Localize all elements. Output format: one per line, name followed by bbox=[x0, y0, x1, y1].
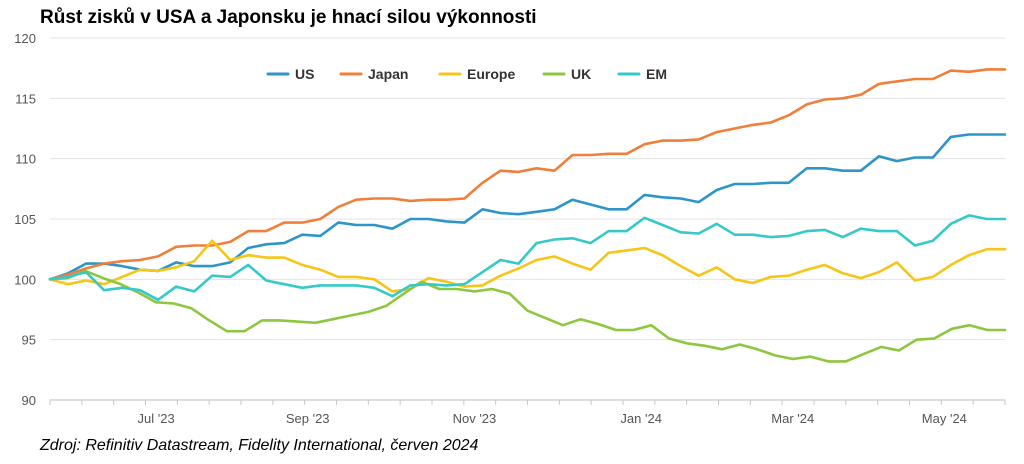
legend-label-em: EM bbox=[646, 66, 667, 82]
series-line-japan bbox=[48, 68, 1007, 281]
x-tick-label: Sep '23 bbox=[286, 411, 330, 426]
legend: US Japan Europe UK EM bbox=[266, 66, 667, 82]
y-tick-label: 90 bbox=[22, 393, 36, 408]
x-tick-label: Jan '24 bbox=[620, 411, 662, 426]
series-line-em bbox=[48, 214, 1007, 302]
series-line-uk bbox=[48, 269, 1007, 363]
y-axis-ticks: 90 95 100 105 110 115 120 bbox=[14, 31, 36, 408]
legend-label-japan: Japan bbox=[368, 66, 408, 82]
legend-label-us: US bbox=[295, 66, 314, 82]
line-chart: 90 95 100 105 110 115 120 Jul '23 Sep '23 Nov '2… bbox=[14, 31, 1007, 426]
x-tick-label: Mar '24 bbox=[771, 411, 814, 426]
y-tick-label: 100 bbox=[14, 272, 36, 287]
y-tick-label: 110 bbox=[15, 152, 36, 167]
legend-label-uk: UK bbox=[571, 66, 591, 82]
chart-title: Růst zisků v USA a Japonsku je hnací sil… bbox=[40, 7, 537, 28]
x-axis-ticks: Jul '23 Sep '23 Nov '23 Jan '24 Mar '24 May '… bbox=[138, 411, 967, 426]
x-axis bbox=[49, 399, 1006, 405]
legend-label-europe: Europe bbox=[467, 66, 515, 82]
x-tick-label: May '24 bbox=[922, 411, 967, 426]
x-tick-label: Nov '23 bbox=[453, 411, 497, 426]
source-note: Zdroj: Refinitiv Datastream, Fidelity In… bbox=[40, 437, 479, 454]
y-tick-label: 120 bbox=[14, 31, 36, 46]
x-tick-label: Jul '23 bbox=[138, 411, 175, 426]
y-tick-label: 115 bbox=[15, 91, 36, 106]
series-lines bbox=[48, 68, 1007, 363]
series-line-us bbox=[48, 133, 1007, 281]
series-line-europe bbox=[48, 239, 1007, 293]
gridlines bbox=[50, 37, 1005, 401]
y-tick-label: 105 bbox=[14, 212, 36, 227]
y-tick-label: 95 bbox=[22, 333, 36, 348]
